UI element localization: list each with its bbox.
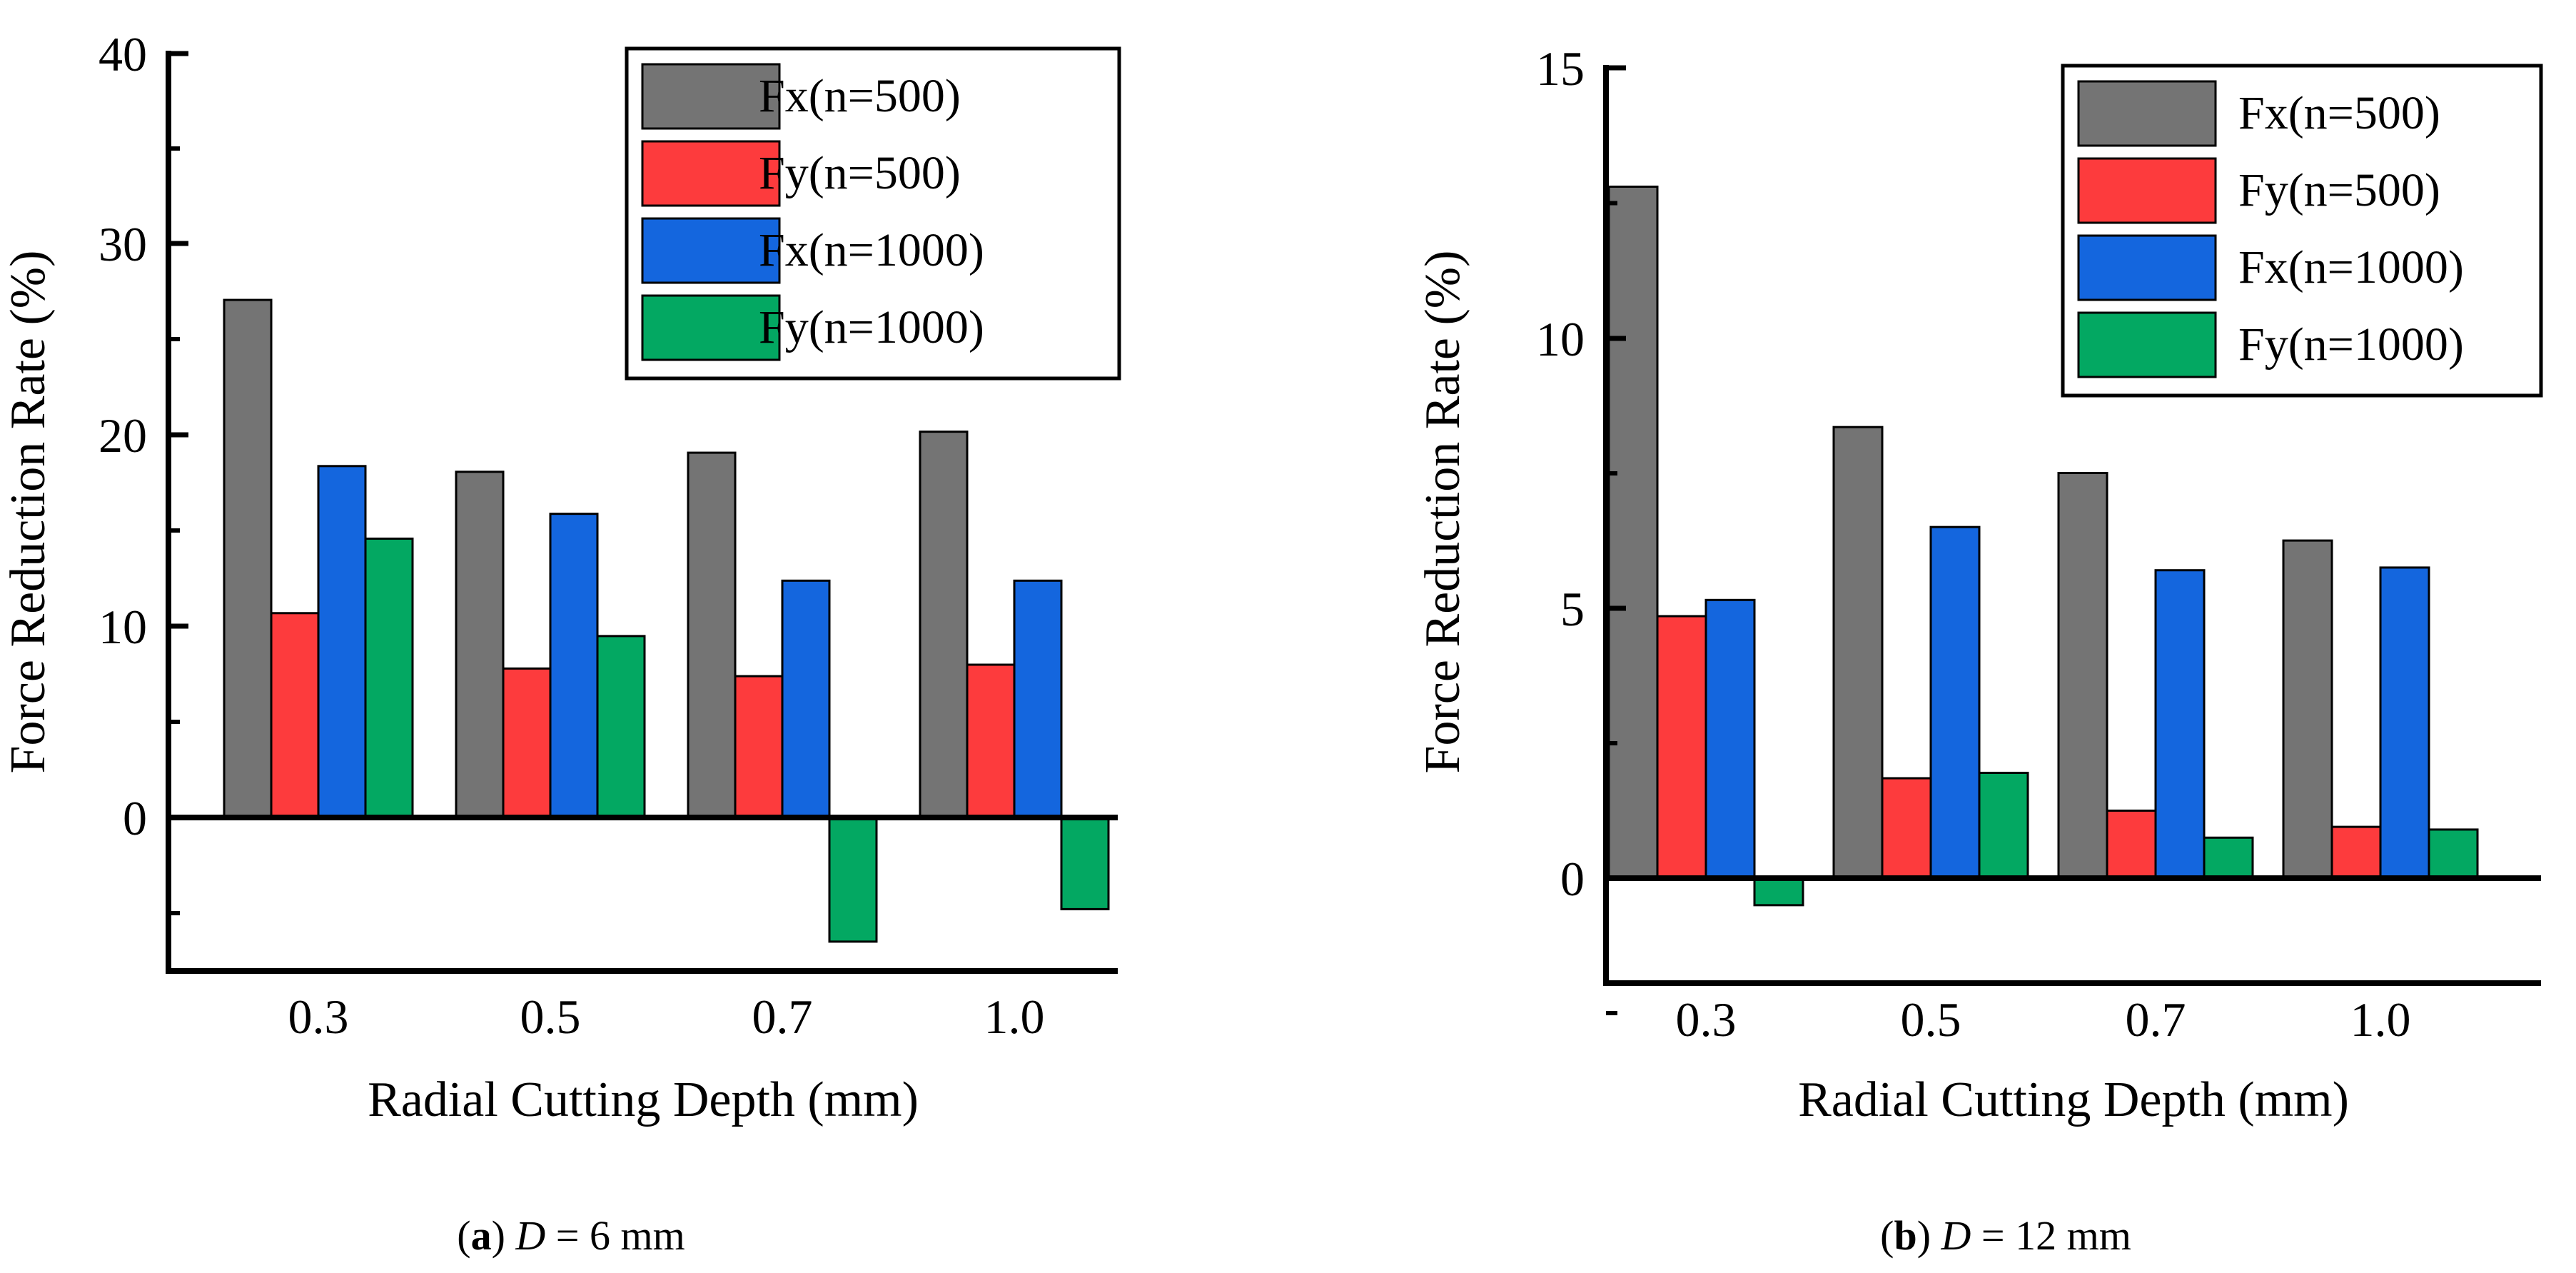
y-tick-label: 20 xyxy=(99,408,147,463)
caption-variable: D xyxy=(515,1212,545,1259)
caption-value: = 6 mm xyxy=(545,1212,685,1259)
caption-value: = 12 mm xyxy=(1971,1212,2131,1259)
x-tick-label: 0.5 xyxy=(1901,992,1961,1047)
legend-label: Fx(n=1000) xyxy=(759,224,984,276)
panel-caption: (b) D = 12 mm xyxy=(1880,1212,2131,1259)
bar-fx-n-500--0.7 xyxy=(2057,472,2108,880)
legend-swatch xyxy=(641,63,781,130)
caption-open: ( xyxy=(457,1212,470,1259)
bar-fy-n-1000--0.5 xyxy=(1978,771,2029,880)
legend-label: Fy(n=1000) xyxy=(759,301,984,353)
x-axis-title: Radial Cutting Depth (mm) xyxy=(1798,1072,2349,1127)
x-tick-label: 0.3 xyxy=(288,990,349,1044)
bar-fy-n-1000--0.5 xyxy=(596,635,646,819)
bar-fx-n-500--0.3 xyxy=(1607,185,1659,880)
caption-open: ( xyxy=(1880,1212,1894,1259)
legend-swatch xyxy=(641,140,781,207)
y-tick-label: 40 xyxy=(99,27,147,81)
bar-fx-n-500--0.5 xyxy=(1832,426,1884,880)
y-tick-label: 15 xyxy=(1536,41,1585,96)
x-tick-label: 0.3 xyxy=(1676,992,1737,1047)
bar-fx-n-1000--0.7 xyxy=(2154,569,2206,880)
y-tick-label: 30 xyxy=(99,217,147,271)
legend-swatch xyxy=(2077,80,2217,147)
bar-fy-n-500--0.3 xyxy=(270,612,320,819)
bar-fy-n-500--0.5 xyxy=(502,667,552,819)
y-tick-label: 0 xyxy=(123,791,147,845)
bar-fy-n-1000--1.0 xyxy=(1060,816,1110,910)
legend-swatch xyxy=(2077,157,2217,224)
bar-fy-n-500--1.0 xyxy=(966,663,1016,819)
y-tick-label: 10 xyxy=(99,600,147,654)
legend-label: Fx(n=1000) xyxy=(2238,241,2464,293)
legend-label: Fx(n=500) xyxy=(2238,87,2440,139)
bar-fy-n-1000--0.3 xyxy=(364,537,414,819)
y-tick-label: 10 xyxy=(1536,312,1585,366)
y-tick-label: 5 xyxy=(1560,582,1585,636)
legend-swatch xyxy=(641,217,781,284)
legend-label: Fy(n=1000) xyxy=(2238,318,2464,371)
bar-fx-n-1000--0.3 xyxy=(1704,598,1756,880)
legend-label: Fy(n=500) xyxy=(759,147,961,199)
x-tick-label: 0.7 xyxy=(752,990,813,1044)
bar-fx-n-500--0.5 xyxy=(455,471,505,819)
bar-fx-n-1000--1.0 xyxy=(2379,566,2430,880)
bar-fy-n-1000--0.7 xyxy=(2203,836,2254,880)
bar-fx-n-1000--0.3 xyxy=(317,465,367,819)
caption-variable: D xyxy=(1941,1212,1971,1259)
bar-fy-n-500--0.3 xyxy=(1656,615,1707,880)
bar-fx-n-500--1.0 xyxy=(919,431,969,819)
bar-fx-n-500--1.0 xyxy=(2282,539,2333,880)
bar-fx-n-1000--0.5 xyxy=(1929,525,1981,880)
x-tick-label: 1.0 xyxy=(984,990,1045,1044)
bar-fy-n-500--1.0 xyxy=(2330,825,2382,880)
y-tick-label: 0 xyxy=(1560,852,1585,906)
x-tick-label: 1.0 xyxy=(2350,992,2411,1047)
caption-letter: a xyxy=(471,1212,492,1259)
y-axis-title: Force Reduction Rate (%) xyxy=(1415,251,1470,774)
legend-swatch xyxy=(641,294,781,361)
bar-fy-n-1000--0.7 xyxy=(828,816,878,943)
bar-fy-n-500--0.7 xyxy=(734,675,784,819)
panel-caption: (a) D = 6 mm xyxy=(457,1212,685,1259)
bar-fx-n-500--0.3 xyxy=(223,298,273,819)
caption-letter: b xyxy=(1894,1212,1916,1259)
bar-fy-n-500--0.7 xyxy=(2106,809,2157,880)
bar-fx-n-1000--0.7 xyxy=(781,579,831,819)
legend: Fx(n=500) Fy(n=500) Fx(n=1000) Fy(n=1000) xyxy=(625,46,1121,381)
x-axis-title: Radial Cutting Depth (mm) xyxy=(368,1072,919,1127)
bar-fy-n-500--0.5 xyxy=(1881,777,1932,880)
x-tick-label: 0.7 xyxy=(2126,992,2186,1047)
legend-label: Fx(n=500) xyxy=(759,70,961,122)
legend-swatch xyxy=(2077,234,2217,301)
legend: Fx(n=500) Fy(n=500) Fx(n=1000) Fy(n=1000) xyxy=(2061,64,2543,398)
legend-swatch xyxy=(2077,311,2217,378)
caption-close: ) xyxy=(492,1212,516,1259)
bar-fx-n-1000--1.0 xyxy=(1013,579,1063,819)
bar-fx-n-1000--0.5 xyxy=(549,513,599,819)
bar-fx-n-500--0.7 xyxy=(687,451,737,819)
legend-label: Fy(n=500) xyxy=(2238,164,2440,216)
y-axis-title: Force Reduction Rate (%) xyxy=(1,251,56,774)
caption-close: ) xyxy=(1917,1212,1941,1259)
chart-a: 0 10 20 30 40 0.3 0.5 0.7 1.0 Radial Cutting Dept… xyxy=(1,27,1121,1259)
bar-fy-n-1000--1.0 xyxy=(2428,828,2479,880)
bar-fy-n-1000--0.3 xyxy=(1753,877,1804,907)
x-tick-label: 0.5 xyxy=(520,990,581,1044)
